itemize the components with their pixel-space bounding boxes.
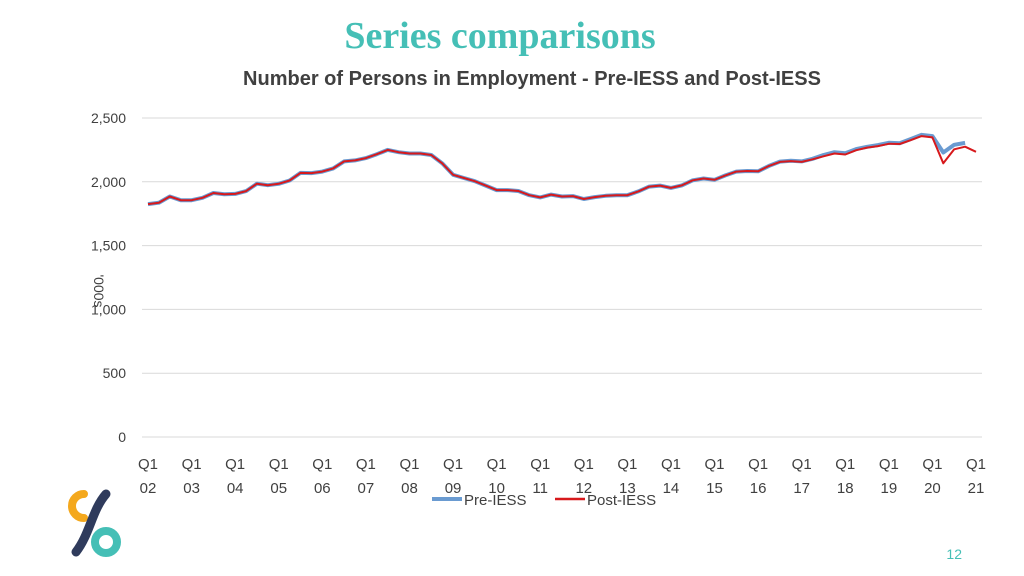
y-tick-label: 2,500 xyxy=(91,110,126,126)
x-tick-label-year: 20 xyxy=(924,480,941,497)
x-tick-label: Q1 xyxy=(356,456,376,473)
x-tick-label: Q1 xyxy=(443,456,463,473)
legend-item-pre-iess: Pre-IESS xyxy=(432,492,527,509)
x-tick-label: Q1 xyxy=(530,456,550,473)
legend-item-post-iess: Post-IESS xyxy=(555,492,656,509)
chart-title: Number of Persons in Employment - Pre-IE… xyxy=(243,68,821,90)
gridlines xyxy=(142,117,982,438)
x-tick-label-year: 16 xyxy=(750,480,767,497)
x-tick-label-year: 17 xyxy=(793,480,810,497)
x-tick-label: Q1 xyxy=(879,456,899,473)
x-tick-label: Q1 xyxy=(966,456,986,473)
x-tick-label: Q1 xyxy=(922,456,942,473)
x-tick-label-year: 11 xyxy=(532,480,548,497)
x-tick-label-year: 06 xyxy=(314,480,331,497)
x-tick-label-year: 09 xyxy=(445,480,462,497)
x-tick-label: Q1 xyxy=(269,456,289,473)
y-tick-label: 1,500 xyxy=(91,238,126,254)
x-tick-label-year: 18 xyxy=(837,480,854,497)
x-tick-label: Q1 xyxy=(138,456,158,473)
x-tick-label: Q1 xyxy=(792,456,812,473)
x-tick-label-year: 03 xyxy=(183,480,200,497)
slide-title: Series comparisons xyxy=(344,15,656,57)
x-tick-label-year: 08 xyxy=(401,480,418,497)
x-tick-label: Q1 xyxy=(225,456,245,473)
x-tick-label: Q1 xyxy=(182,456,202,473)
x-tick-label-year: 05 xyxy=(270,480,287,497)
y-tick-label: 2,000 xyxy=(91,174,126,190)
x-tick-label: Q1 xyxy=(312,456,332,473)
x-tick-label: Q1 xyxy=(617,456,637,473)
x-tick-label-year: 13 xyxy=(619,480,636,497)
page-number: 12 xyxy=(946,546,962,562)
x-tick-label-year: 02 xyxy=(140,480,157,497)
y-tick-label: 1,000 xyxy=(91,301,126,317)
legend-label: Pre-IESS xyxy=(464,492,527,509)
y-tick-label: 0 xyxy=(118,429,126,445)
y-tick-label: 500 xyxy=(103,365,127,381)
series-lines xyxy=(147,132,977,207)
legend: Pre-IESS Post-IESS xyxy=(432,492,656,509)
x-tick-label: Q1 xyxy=(661,456,681,473)
x-tick-label-year: 14 xyxy=(663,480,680,497)
series-line-post-iess xyxy=(147,135,977,206)
x-tick-label-year: 10 xyxy=(488,480,505,497)
x-tick-label: Q1 xyxy=(574,456,594,473)
x-tick-label: Q1 xyxy=(748,456,768,473)
x-tick-label: Q1 xyxy=(835,456,855,473)
x-tick-label-year: 04 xyxy=(227,480,244,497)
x-tick-label: Q1 xyxy=(399,456,419,473)
y-axis-label: '000s xyxy=(91,274,107,307)
x-tick-label: Q1 xyxy=(705,456,725,473)
x-axis-ticks: Q1 02 Q1 03 Q1 04 Q1 05 Q1 06 Q1 07 Q1 08 Q1 09 Q1 10 Q1 11… xyxy=(138,456,986,497)
legend-label: Post-IESS xyxy=(587,492,656,509)
x-tick-label-year: 07 xyxy=(358,480,375,497)
x-tick-label: Q1 xyxy=(487,456,507,473)
x-tick-label-year: 12 xyxy=(575,480,592,497)
x-tick-label-year: 15 xyxy=(706,480,723,497)
x-tick-label-year: 21 xyxy=(968,480,985,497)
logo xyxy=(68,489,121,557)
y-axis-ticks: 0 500 1,000 1,500 2,000 2,500 xyxy=(91,110,126,445)
series-line-pre-iess xyxy=(147,132,966,207)
x-tick-label-year: 19 xyxy=(880,480,897,497)
